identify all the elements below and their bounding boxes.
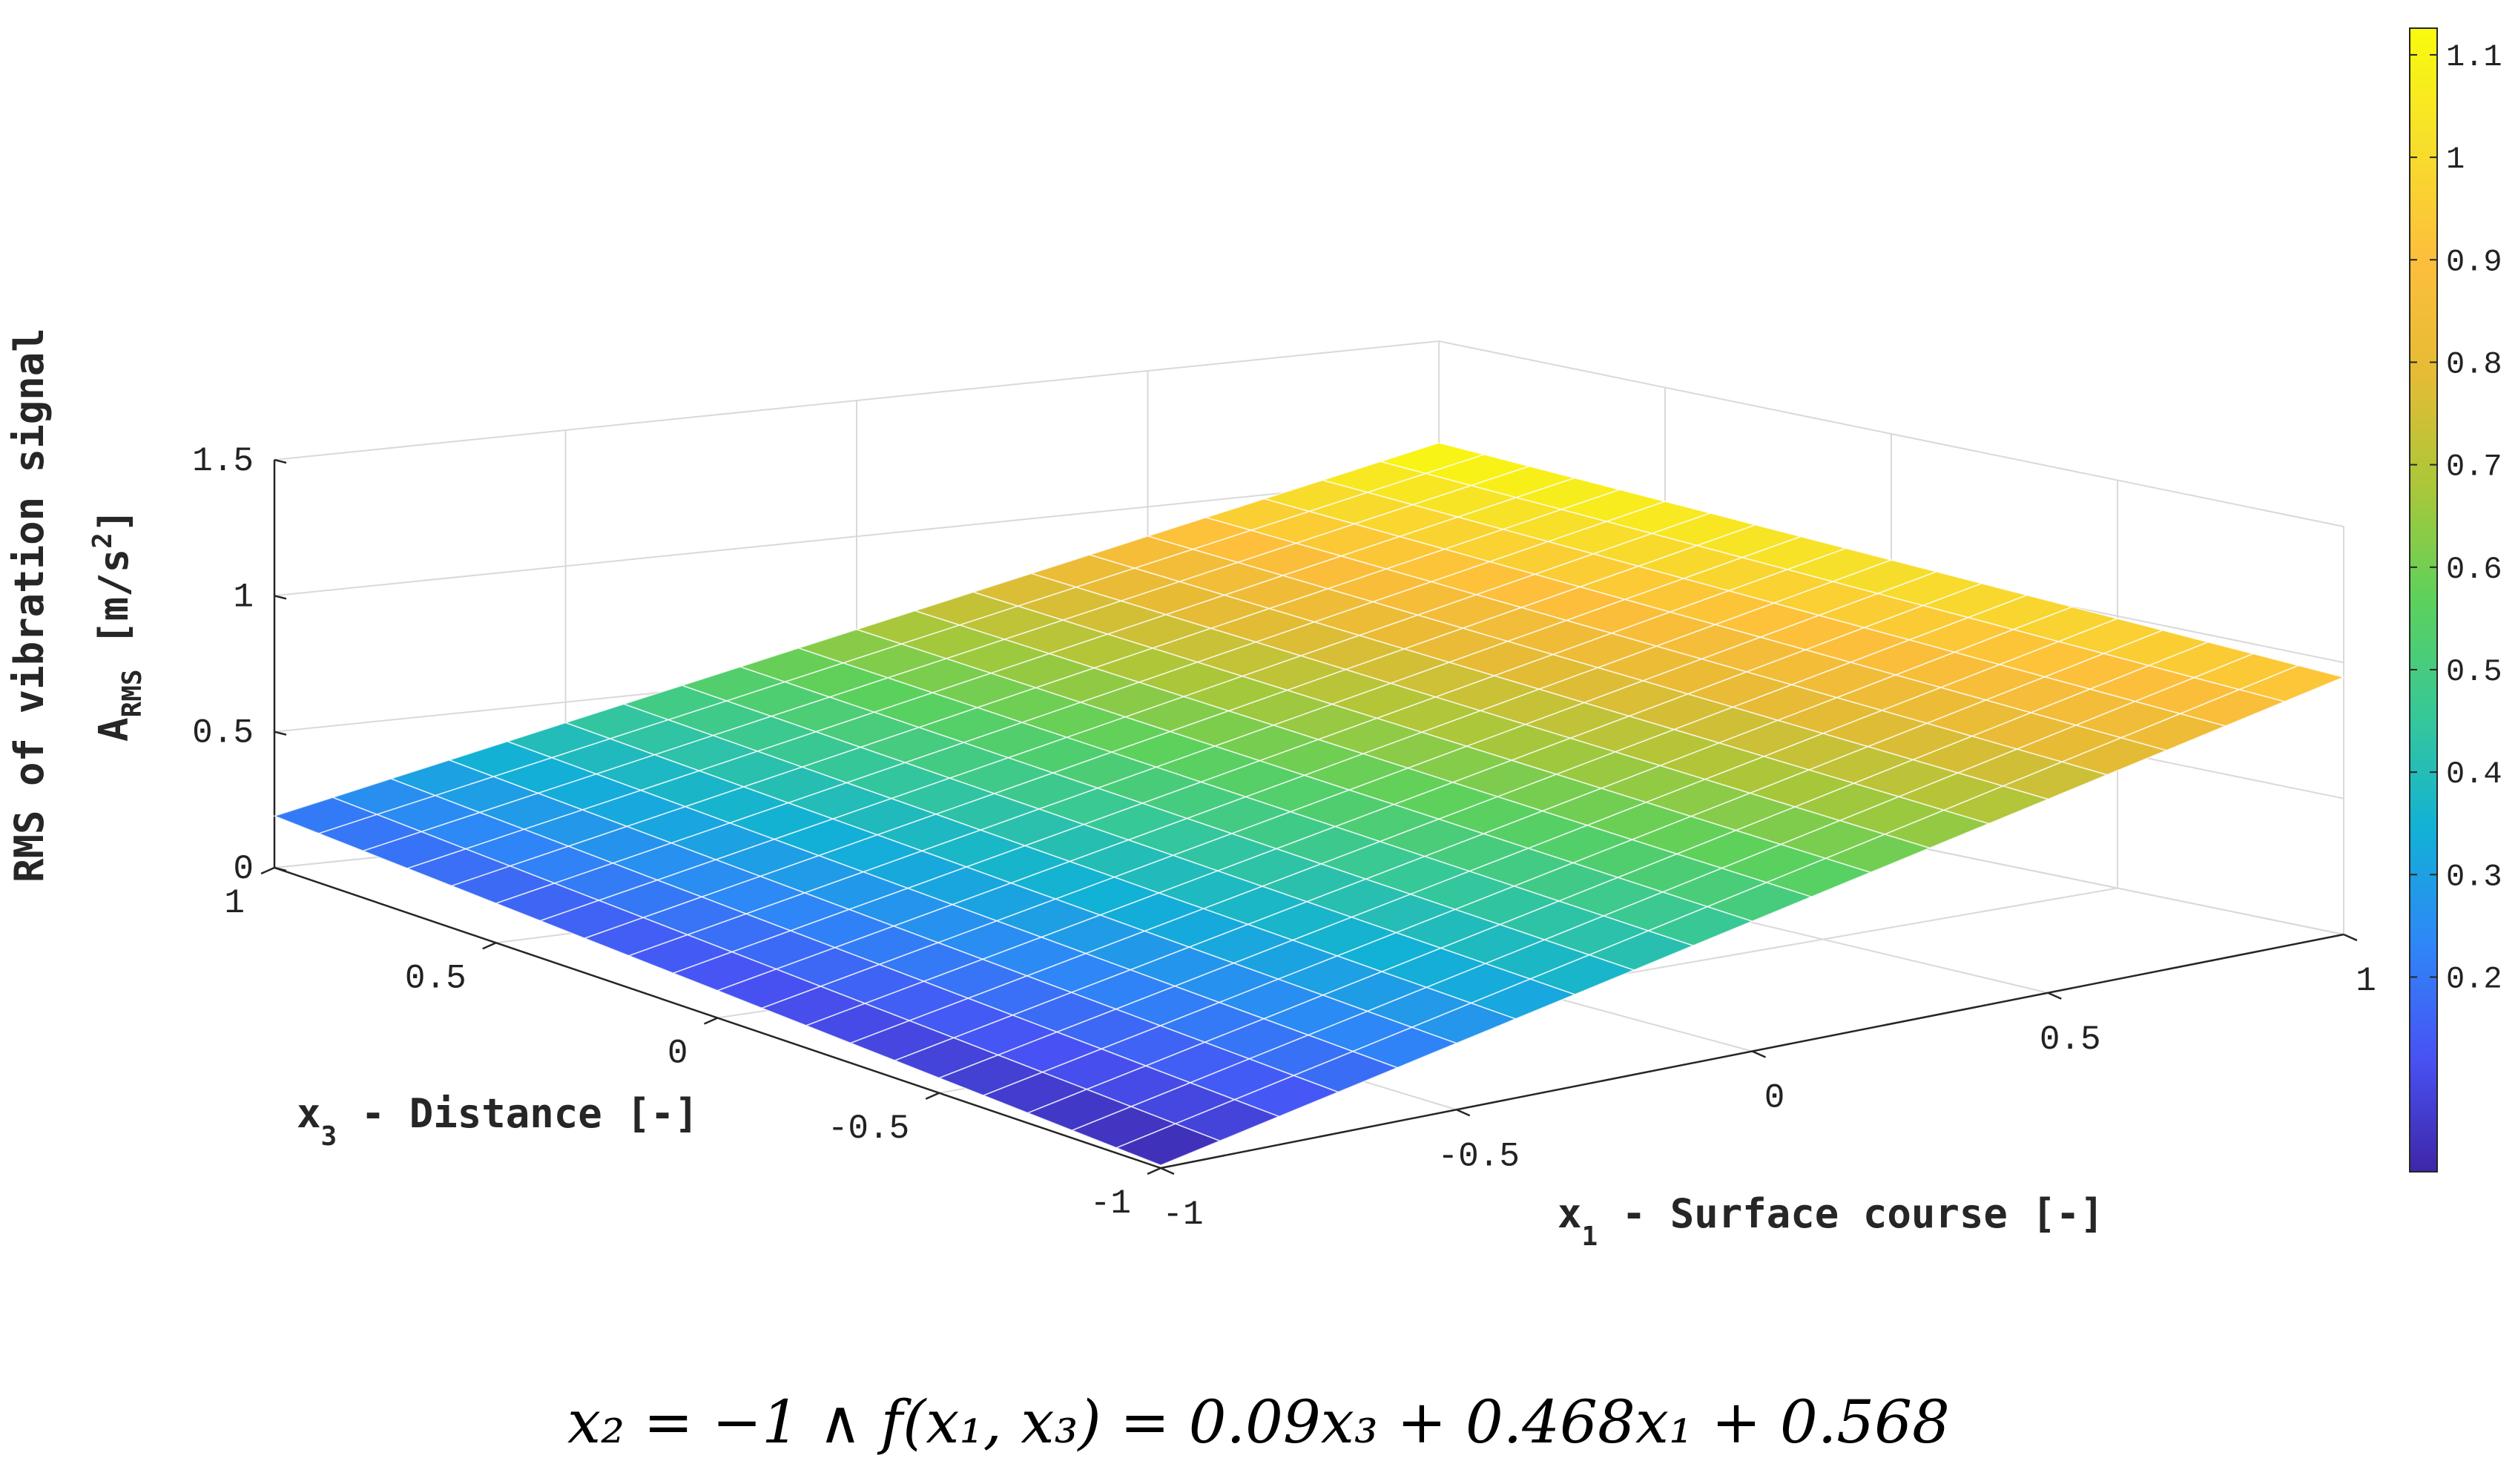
colorbar-tick-label: 1 bbox=[2446, 142, 2465, 177]
x-tick-label: -1 bbox=[1162, 1196, 1203, 1234]
z-axis-label-line1: RMS of vibration signal bbox=[6, 328, 53, 883]
z-tick-label: 1 bbox=[233, 578, 254, 616]
colorbar-tick-label: 0.9 bbox=[2446, 244, 2502, 280]
colorbar-tick-label: 0.2 bbox=[2446, 961, 2502, 997]
colorbar-tick-label: 1.1 bbox=[2446, 39, 2502, 75]
y-tick-mark bbox=[703, 1017, 719, 1025]
x-tick-mark bbox=[2343, 933, 2358, 942]
y-tick-mark bbox=[1147, 1167, 1161, 1175]
y-tick-mark bbox=[482, 942, 497, 950]
z-tick-label: 0 bbox=[233, 850, 254, 888]
z-label-sup: 2 bbox=[88, 532, 118, 549]
z-axis-label-line2: ARMS [m/s2] bbox=[88, 509, 148, 742]
y-tick-mark bbox=[260, 866, 275, 875]
x-tick-label: 0.5 bbox=[2040, 1020, 2101, 1059]
z-label-sub: RMS bbox=[117, 669, 148, 717]
y-label-rest: - Distance [-] bbox=[337, 1090, 699, 1137]
z-tick-mark bbox=[274, 866, 287, 872]
colorbar bbox=[2409, 27, 2438, 1173]
equation-caption: x₂ = −1 ∧ f(x₁, x₃) = 0.09x₃ + 0.468x₁ +… bbox=[567, 1388, 1950, 1457]
surface-plot bbox=[272, 442, 2346, 1167]
y-tick-label: 1 bbox=[224, 884, 245, 923]
colorbar-tick-label: 0.5 bbox=[2446, 654, 2502, 690]
colorbar-ticks: 0.20.30.40.50.60.70.80.911.11.2 bbox=[2410, 39, 2502, 997]
x-label-rest: - Surface course [-] bbox=[1598, 1190, 2104, 1237]
y-tick-label: 0 bbox=[668, 1035, 688, 1073]
z-tick-label: 0.5 bbox=[192, 714, 254, 753]
surface-cell bbox=[1115, 1123, 1222, 1167]
x-axis-label: x1 - Surface course [-] bbox=[1558, 1190, 2104, 1252]
x-label-main: x bbox=[1558, 1190, 1582, 1237]
x-tick-mark bbox=[1160, 1167, 1175, 1175]
x-tick-label: 1 bbox=[2356, 962, 2376, 1000]
y-tick-label: -1 bbox=[1090, 1184, 1131, 1223]
y-axis-label: x3 - Distance [-] bbox=[297, 1090, 699, 1152]
y-label-main: x bbox=[297, 1090, 321, 1137]
colorbar-tick-label: 0.4 bbox=[2446, 756, 2502, 792]
z-tick-mark bbox=[274, 595, 287, 600]
z-label-end: ] bbox=[90, 509, 137, 533]
z-tick-label: 1.5 bbox=[192, 442, 254, 481]
grid-line bbox=[274, 340, 2344, 527]
colorbar-tick-label: 0.8 bbox=[2446, 346, 2502, 382]
x-tick-label: 0 bbox=[1764, 1079, 1785, 1118]
y-tick-label: -0.5 bbox=[828, 1109, 909, 1148]
x-tick-mark bbox=[1751, 1050, 1767, 1058]
z-tick-mark bbox=[274, 458, 287, 464]
y-label-sub: 3 bbox=[321, 1121, 337, 1152]
z-tick-mark bbox=[274, 731, 287, 736]
z-label-main: A bbox=[90, 717, 137, 742]
x-tick-label: -0.5 bbox=[1438, 1137, 1520, 1175]
x-tick-mark bbox=[2047, 992, 2062, 1000]
colorbar-tick-label: 0.7 bbox=[2446, 449, 2502, 485]
z-label-rest: [m/s bbox=[90, 549, 137, 670]
colorbar-tick-label: 0.6 bbox=[2446, 552, 2502, 587]
y-tick-mark bbox=[925, 1092, 940, 1100]
x-tick-mark bbox=[1456, 1109, 1471, 1117]
x-label-sub: 1 bbox=[1582, 1221, 1598, 1252]
colorbar-tick-label: 0.3 bbox=[2446, 859, 2502, 894]
y-tick-label: 0.5 bbox=[405, 959, 467, 997]
axis-ticks: 0 0.5 1 1.5 -1 -0.5 0 0.5 1 -1 -0.5 0 0.5 1 bbox=[192, 442, 2376, 1234]
